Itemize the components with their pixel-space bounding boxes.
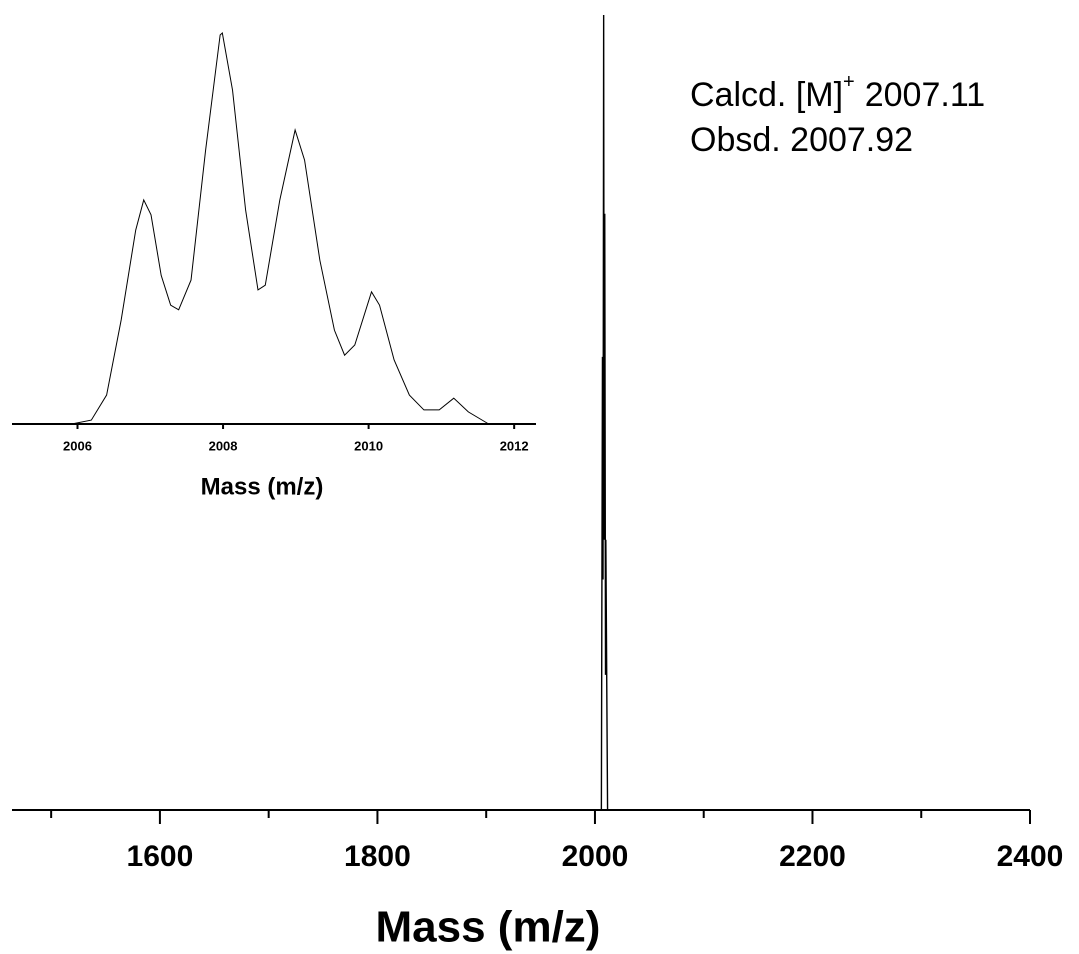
x-tick-label: 2000 — [562, 840, 629, 873]
spectrum-line — [71, 32, 489, 425]
annotation-text: Calcd. [M] — [690, 76, 843, 114]
annotation-superscript: + — [843, 71, 855, 93]
x-tick-label: 2200 — [779, 840, 846, 873]
annotation-value: 2007.11 — [865, 76, 985, 114]
x-tick-label: 1600 — [127, 840, 194, 873]
x-tick-label: 1800 — [344, 840, 411, 873]
x-tick-label: 2010 — [354, 438, 383, 453]
spectrum-line — [584, 14, 617, 811]
x-tick-label: 2400 — [997, 840, 1064, 873]
x-tick-label: 2006 — [63, 438, 92, 453]
x-axis-title: Mass (m/z) — [376, 903, 601, 952]
annotation: Obsd. 2007.92 — [690, 121, 913, 159]
x-axis-title: Mass (m/z) — [201, 473, 324, 500]
annotation: Calcd. [M]+ 2007.11 — [690, 71, 985, 114]
x-tick-label: 2012 — [500, 438, 529, 453]
x-tick-label: 2008 — [209, 438, 238, 453]
